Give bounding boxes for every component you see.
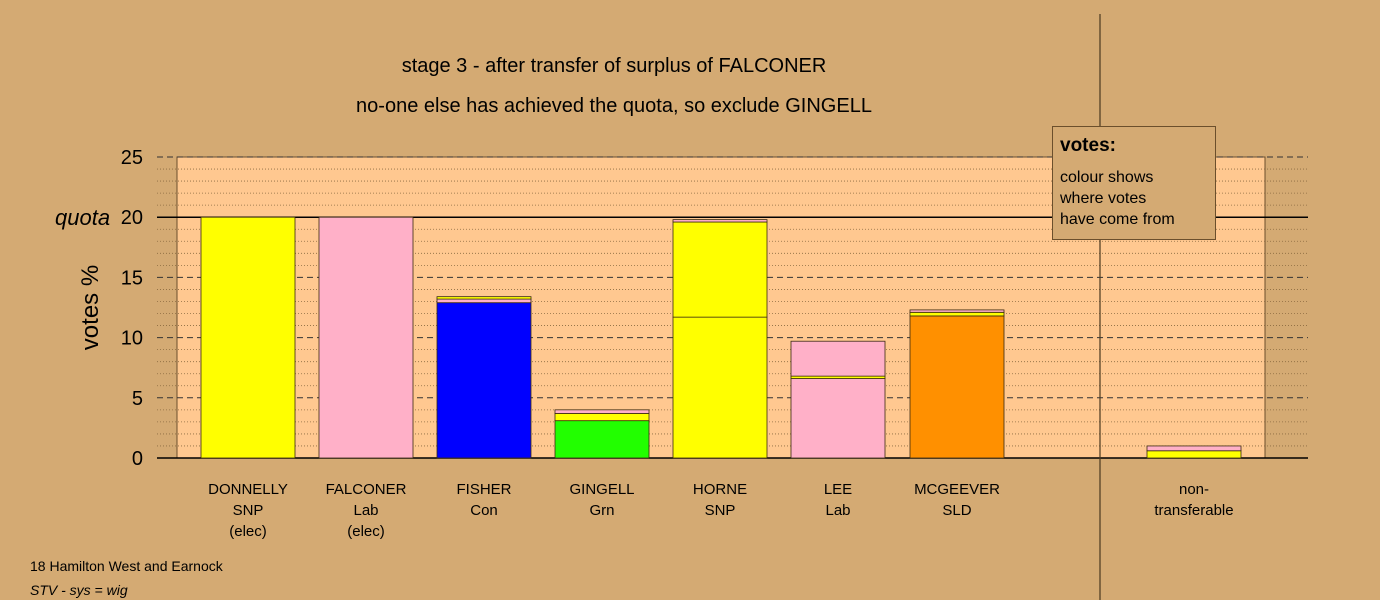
category-label: (elec) bbox=[229, 523, 267, 540]
bar-segment bbox=[554, 409, 650, 414]
category-label: FISHER bbox=[456, 481, 511, 498]
legend-title: votes: bbox=[1060, 135, 1116, 156]
system-label: STV - sys = wig bbox=[30, 582, 128, 598]
y-tick-label: 15 bbox=[121, 267, 143, 289]
category-label: SLD bbox=[942, 502, 971, 519]
y-axis-label: votes % bbox=[77, 265, 104, 350]
bar-segment bbox=[1146, 450, 1242, 459]
bar-segment bbox=[672, 316, 768, 459]
bar-segment bbox=[318, 216, 414, 459]
bar-segment bbox=[790, 378, 886, 459]
category-label: Grn bbox=[589, 502, 614, 519]
bar-segment bbox=[672, 219, 768, 223]
bar-segment bbox=[909, 315, 1005, 459]
category-label: SNP bbox=[233, 502, 264, 519]
bar-segment bbox=[909, 309, 1005, 313]
bar-segment bbox=[436, 302, 532, 459]
bar-segment bbox=[909, 311, 1005, 317]
legend-line-2: where votes bbox=[1060, 190, 1147, 207]
category-label: HORNE bbox=[693, 481, 747, 498]
category-label: DONNELLY bbox=[208, 481, 288, 498]
constituency-label: 18 Hamilton West and Earnock bbox=[30, 558, 223, 574]
y-tick-label: 20 bbox=[121, 207, 143, 229]
chart-subtitle: no-one else has achieved the quota, so e… bbox=[356, 95, 872, 117]
y-tick-label: 10 bbox=[121, 328, 143, 350]
bar-segment bbox=[1146, 445, 1242, 452]
y-tick-label: 0 bbox=[132, 448, 143, 470]
category-label: non- bbox=[1179, 481, 1209, 498]
chart-title: stage 3 - after transfer of surplus of F… bbox=[402, 55, 827, 77]
legend-box: votes: colour shows where votes have com… bbox=[1052, 126, 1216, 240]
bar-segment bbox=[554, 420, 650, 459]
category-label: LEE bbox=[824, 481, 852, 498]
category-label: GINGELL bbox=[569, 481, 634, 498]
bar-segment bbox=[200, 216, 296, 459]
category-label: MCGEEVER bbox=[914, 481, 1000, 498]
category-label: FALCONER bbox=[326, 481, 407, 498]
category-label: Con bbox=[470, 502, 498, 519]
bar-segment bbox=[554, 413, 650, 422]
quota-label: quota bbox=[55, 205, 110, 230]
category-label: SNP bbox=[705, 502, 736, 519]
y-tick-label: 5 bbox=[132, 388, 143, 410]
legend-line-3: have come from bbox=[1060, 211, 1175, 228]
category-label: transferable bbox=[1154, 502, 1233, 519]
bar-segment bbox=[672, 221, 768, 318]
category-label: Lab bbox=[825, 502, 850, 519]
bar-segment bbox=[436, 296, 532, 300]
legend-line-1: colour shows bbox=[1060, 169, 1154, 186]
bar-segment bbox=[436, 298, 532, 304]
category-label: Lab bbox=[353, 502, 378, 519]
category-label: (elec) bbox=[347, 523, 385, 540]
y-tick-label: 25 bbox=[121, 147, 143, 169]
bar-segment bbox=[790, 340, 886, 377]
